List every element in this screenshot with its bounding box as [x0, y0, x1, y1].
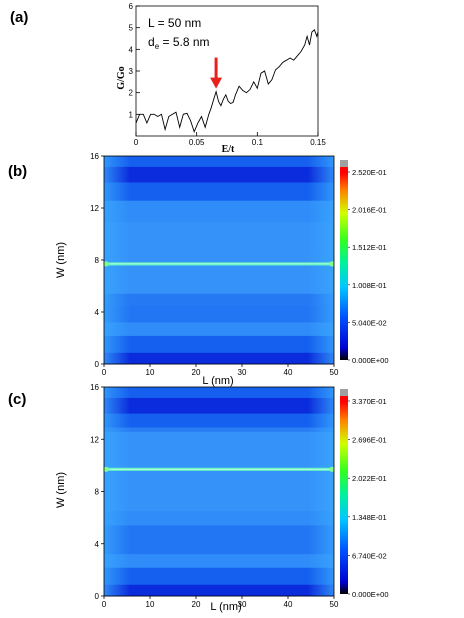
- x-tick-label: 50: [330, 600, 339, 609]
- y-tick-label: 4: [129, 45, 134, 54]
- annotation-diameter: de = 5.8 nm: [148, 35, 210, 51]
- panel-c-heatmap: (c) 0 10 20 30 40 50 0 4 8 12 16 L (nm) W (nm) 3.3…: [8, 383, 389, 613]
- y-tick-label: 5: [129, 24, 134, 33]
- density-band: [104, 584, 334, 597]
- panel-b-xlabel: L (nm): [202, 375, 233, 387]
- colorbar-gradient: [340, 167, 348, 360]
- density-band: [104, 397, 334, 414]
- panel-a-plot-area: 0 0.05 0.1 0.15 1 2 3 4 5 6: [129, 2, 327, 147]
- density-band: [104, 387, 334, 398]
- panel-a-ylabel: G/Go: [116, 66, 127, 89]
- panel-b-map: 0 10 20 30 40 50 0 4 8 12 16: [90, 152, 339, 377]
- annotation-d: d: [148, 35, 155, 49]
- x-tick-label: 40: [284, 600, 293, 609]
- panel-c-ylabel: W (nm): [55, 472, 67, 508]
- density-band: [104, 525, 334, 555]
- y-tick-label: 8: [95, 488, 100, 497]
- x-tick-label: 0.15: [310, 138, 326, 147]
- right-edge-glow: [308, 387, 334, 596]
- y-tick-label: 4: [95, 308, 100, 317]
- x-tick-label: 10: [146, 600, 155, 609]
- colorbar-tick-label: 1.512E-01: [352, 243, 387, 252]
- colorbar-tick-label: 6.740E-02: [352, 551, 387, 560]
- panel-a-xlabel: E/t: [222, 144, 235, 155]
- density-band: [104, 293, 334, 323]
- x-tick-label: 0.1: [252, 138, 264, 147]
- density-band: [104, 182, 334, 201]
- colorbar-tick-label: 2.520E-01: [352, 168, 387, 177]
- colorbar-tick-label: 5.040E-02: [352, 318, 387, 327]
- x-tick-label: 0.05: [189, 138, 205, 147]
- density-band: [104, 166, 334, 183]
- colorbar-tick-label: 2.016E-01: [352, 206, 387, 215]
- panel-b-ylabel: W (nm): [55, 242, 67, 278]
- panel-b-heatmap: (b) 0 10 20 30 40 50 0 4 8 12 16 L (nm) W (nm) 2.5…: [8, 152, 389, 387]
- y-tick-label: 16: [90, 152, 99, 161]
- conductance-line: [135, 29, 319, 133]
- colorbar-tick-label: 1.348E-01: [352, 513, 387, 522]
- y-tick-label: 2: [129, 89, 134, 98]
- colorbar-overflow-cap: [340, 160, 348, 167]
- annotation-subscript-e: e: [155, 42, 160, 51]
- colorbar-tick-label: 0.000E+00: [352, 356, 389, 365]
- y-tick-label: 0: [95, 360, 100, 369]
- y-tick-label: 12: [90, 204, 99, 213]
- colorbar-tick-label: 1.008E-01: [352, 281, 387, 290]
- x-tick-label: 20: [192, 600, 201, 609]
- density-band: [104, 156, 334, 167]
- defect-end-right: [329, 261, 335, 267]
- panel-a-label: (a): [10, 9, 28, 26]
- annotation-length: L = 50 nm: [148, 16, 201, 30]
- right-edge-glow: [308, 156, 334, 364]
- x-tick-label: 10: [146, 368, 155, 377]
- density-band: [104, 352, 334, 365]
- x-tick-label: 30: [238, 600, 247, 609]
- y-tick-label: 12: [90, 435, 99, 444]
- defect-end-right: [329, 466, 335, 472]
- colorbar-gradient: [340, 396, 348, 594]
- colorbar-tick-label: 3.370E-01: [352, 397, 387, 406]
- y-tick-label: 4: [95, 540, 100, 549]
- left-edge-glow: [104, 387, 130, 596]
- colorbar-tick-label: 2.022E-01: [352, 474, 387, 483]
- x-tick-label: 30: [238, 368, 247, 377]
- defect-end-left: [103, 261, 109, 267]
- panel-a-line-chart: (a) 0 0.05 0.1 0.15 1 2 3 4 5 6 E/t G/Go L = 50 n…: [10, 2, 326, 155]
- panel-c-label: (c): [8, 391, 26, 408]
- colorbar-tick-label: 2.696E-01: [352, 436, 387, 445]
- density-band: [104, 413, 334, 432]
- y-tick-label: 8: [95, 256, 100, 265]
- y-tick-label: 3: [129, 67, 134, 76]
- colorbar-tick-label: 0.000E+00: [352, 590, 389, 599]
- density-band: [104, 567, 334, 585]
- y-tick-label: 1: [129, 110, 134, 119]
- defect-end-left: [103, 466, 109, 472]
- x-tick-label: 50: [330, 368, 339, 377]
- y-tick-label: 0: [95, 592, 100, 601]
- panel-c-colorbar: 3.370E-01 2.696E-01 2.022E-01 1.348E-01 6.74…: [340, 389, 389, 599]
- arrow-head: [210, 77, 223, 89]
- red-arrow: [210, 57, 223, 89]
- y-tick-label: 6: [129, 2, 134, 11]
- x-tick-label: 20: [192, 368, 201, 377]
- x-tick-label: 0: [134, 138, 139, 147]
- panel-b-colorbar: 2.520E-01 2.016E-01 1.512E-01 1.008E-01 5.04…: [340, 160, 389, 365]
- x-tick-label: 0: [102, 368, 107, 377]
- colorbar-overflow-cap: [340, 389, 348, 396]
- y-tick-label: 16: [90, 383, 99, 392]
- panel-c-xlabel: L (nm): [210, 601, 241, 613]
- left-edge-glow: [104, 156, 130, 364]
- density-band: [104, 335, 334, 353]
- annotation-diameter-value: = 5.8 nm: [159, 35, 209, 49]
- x-tick-label: 0: [102, 600, 107, 609]
- panel-c-map: 0 10 20 30 40 50 0 4 8 12 16: [90, 383, 339, 609]
- x-tick-label: 40: [284, 368, 293, 377]
- panel-b-label: (b): [8, 163, 27, 180]
